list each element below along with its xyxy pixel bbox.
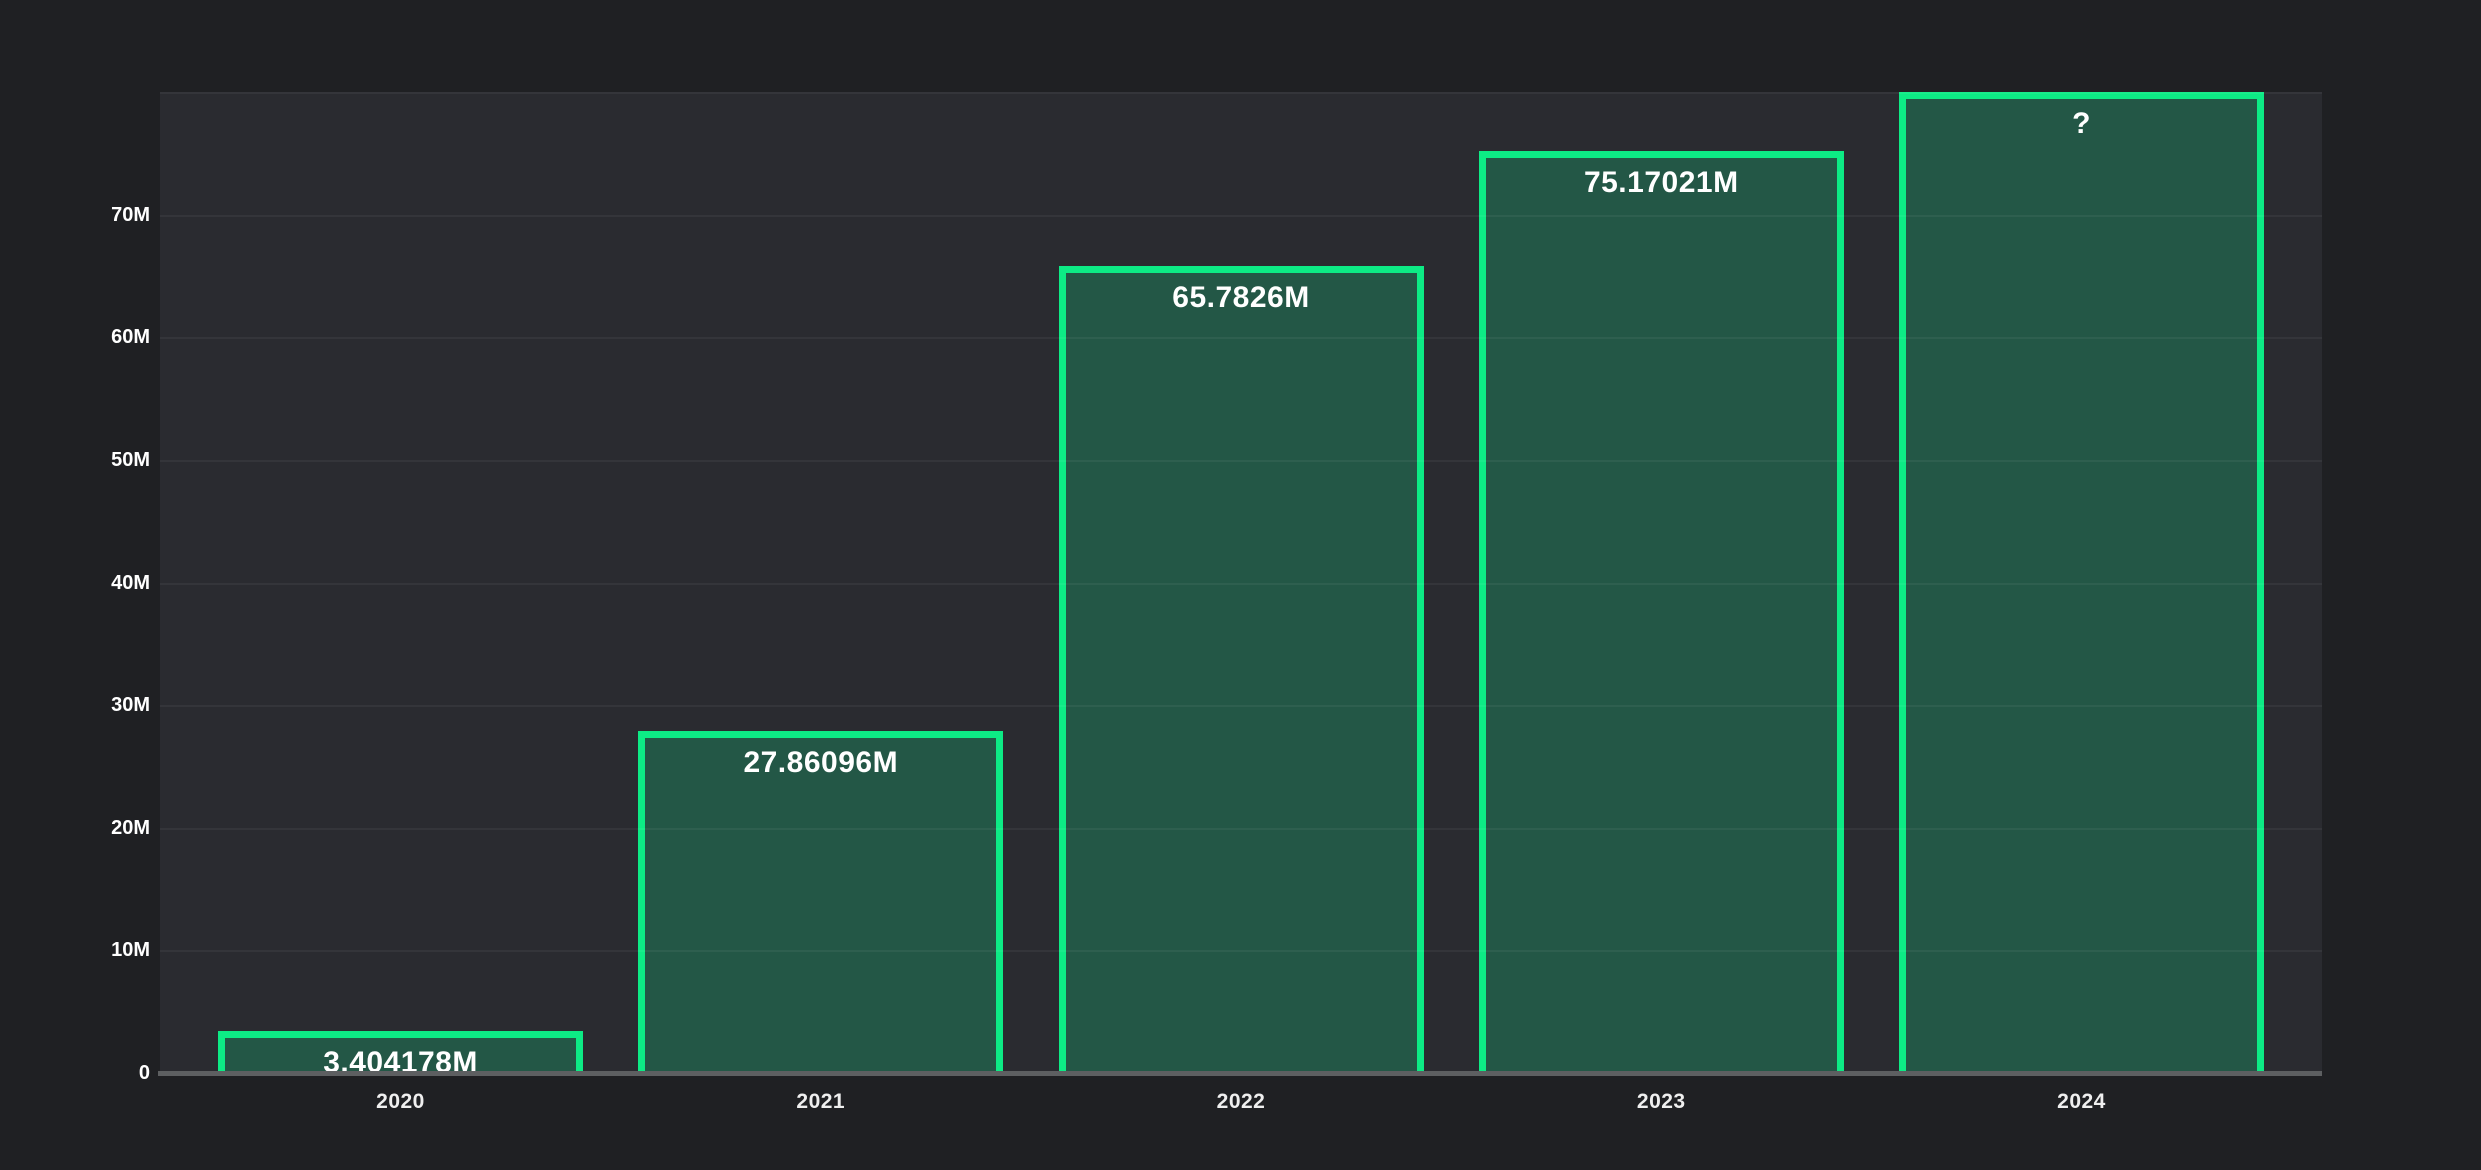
y-tick-label: 50M [111, 448, 150, 471]
x-tick-label-2022: 2022 [1216, 1090, 1266, 1113]
y-tick-label: 0 [138, 1062, 150, 1084]
bar-2024: ? [1899, 92, 2264, 1073]
x-tick-label-2020: 2020 [376, 1090, 425, 1113]
bar-2022: 65.7826M [1058, 266, 1424, 1073]
bar-2023: 75.17021M [1478, 151, 1844, 1073]
x-tick-label-2021: 2021 [796, 1090, 846, 1113]
bar-2021: 27.86096M [638, 731, 1004, 1073]
x-axis-line [158, 1071, 2322, 1076]
y-tick-label: 10M [111, 939, 150, 962]
y-tick-label: 60M [111, 326, 150, 349]
x-tick-label-2023: 2023 [1636, 1090, 1686, 1113]
y-tick-label: 40M [111, 571, 150, 594]
bar-value-label: 75.17021M [1583, 166, 1739, 200]
bar-value-label: ? [2072, 107, 2091, 140]
y-tick-label: 70M [111, 203, 150, 226]
bar-value-label: 65.7826M [1172, 281, 1310, 315]
bar-2020: 3.404178M [218, 1031, 583, 1079]
x-axis-labels: 2020 2021 2022 2023 2024 [160, 1090, 2322, 1114]
plot-area: 3.404178M 27.86096M 65.7826M 75.17021M? [160, 92, 2322, 1079]
y-tick-label: 30M [111, 694, 150, 717]
bar-series: 3.404178M 27.86096M 65.7826M 75.17021M? [160, 92, 2322, 1079]
bar-value-label: 27.86096M [743, 746, 899, 780]
x-tick-label-2024: 2024 [2057, 1090, 2106, 1113]
y-tick-label: 20M [111, 816, 150, 839]
